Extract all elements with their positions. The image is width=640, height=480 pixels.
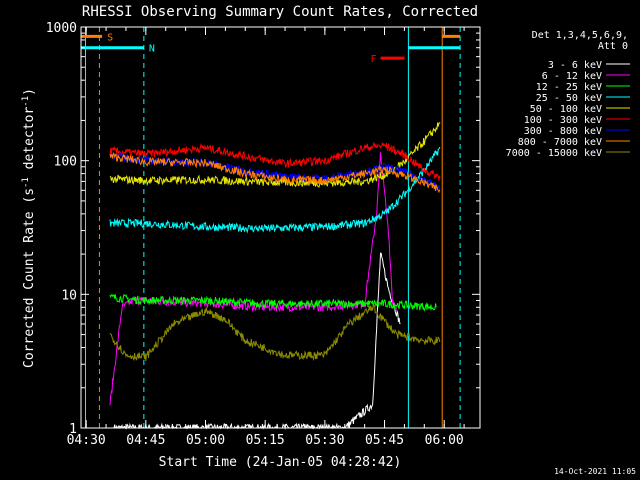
legend-header-1: Att 0 xyxy=(598,41,628,52)
x-tick-label-0: 04:30 xyxy=(67,433,106,448)
chart-title: RHESSI Observing Summary Count Rates, Co… xyxy=(82,4,478,20)
y-tick-label-2: 100 xyxy=(54,155,77,170)
series-line-7 xyxy=(109,152,441,194)
legend-label-5: 100 - 300 keV xyxy=(524,115,602,126)
legend-label-8: 7000 - 15000 keV xyxy=(506,148,602,159)
y-axis-label-sup1: -1 xyxy=(21,177,31,188)
series-line-8 xyxy=(109,304,441,362)
plot-area: S F N xyxy=(81,27,461,430)
y-tick-label-1: 10 xyxy=(61,288,77,303)
legend-label-3: 25 - 50 keV xyxy=(536,93,602,104)
y-tick-label-3: 1000 xyxy=(46,21,77,36)
series-line-5 xyxy=(109,141,441,181)
flag-label-n: N xyxy=(149,44,155,55)
y-axis-label-main: Corrected Count Rate (s xyxy=(22,188,37,368)
x-tick-label-1: 04:45 xyxy=(126,433,165,448)
y-axis-label-end: ) xyxy=(22,88,37,96)
x-tick-label-3: 05:15 xyxy=(246,433,285,448)
y-axis-label-mid: detector xyxy=(22,107,37,178)
series-line-1 xyxy=(109,152,397,406)
series-line-2 xyxy=(109,293,437,312)
timestamp: 14-Oct-2021 11:05 xyxy=(554,467,636,476)
axes: 1 10 100 1000 04:30 04:45 05:00 05:15 05:30 05:45… xyxy=(46,21,481,448)
legend-label-0: 3 - 6 keV xyxy=(548,60,602,71)
x-tick-label-2: 05:00 xyxy=(186,433,225,448)
flag-label-s: S xyxy=(107,32,113,43)
y-axis-label: Corrected Count Rate (s-1 detector-1) xyxy=(21,88,37,368)
x-tick-label-6: 06:00 xyxy=(425,433,464,448)
series-line-3 xyxy=(109,146,441,234)
plot-frame xyxy=(80,26,481,429)
y-tick-label-0: 1 xyxy=(69,422,77,437)
series-line-4 xyxy=(109,122,441,188)
x-tick-label-4: 05:30 xyxy=(305,433,344,448)
legend-label-4: 50 - 100 keV xyxy=(530,104,602,115)
legend-header-0: Det 1,3,4,5,6,9, xyxy=(532,30,628,41)
legend-label-7: 800 - 7000 keV xyxy=(518,137,602,148)
series-line-0 xyxy=(113,252,401,430)
x-axis-label: Start Time (24-Jan-05 04:28:42) xyxy=(159,455,402,470)
legend-label-1: 6 - 12 keV xyxy=(542,71,602,82)
flag-label-f: F xyxy=(371,54,377,65)
y-axis-label-sup2: -1 xyxy=(21,96,31,107)
legend-label-2: 12 - 25 keV xyxy=(536,82,602,93)
legend-label-6: 300 - 800 keV xyxy=(524,126,602,137)
x-tick-label-5: 05:45 xyxy=(365,433,404,448)
